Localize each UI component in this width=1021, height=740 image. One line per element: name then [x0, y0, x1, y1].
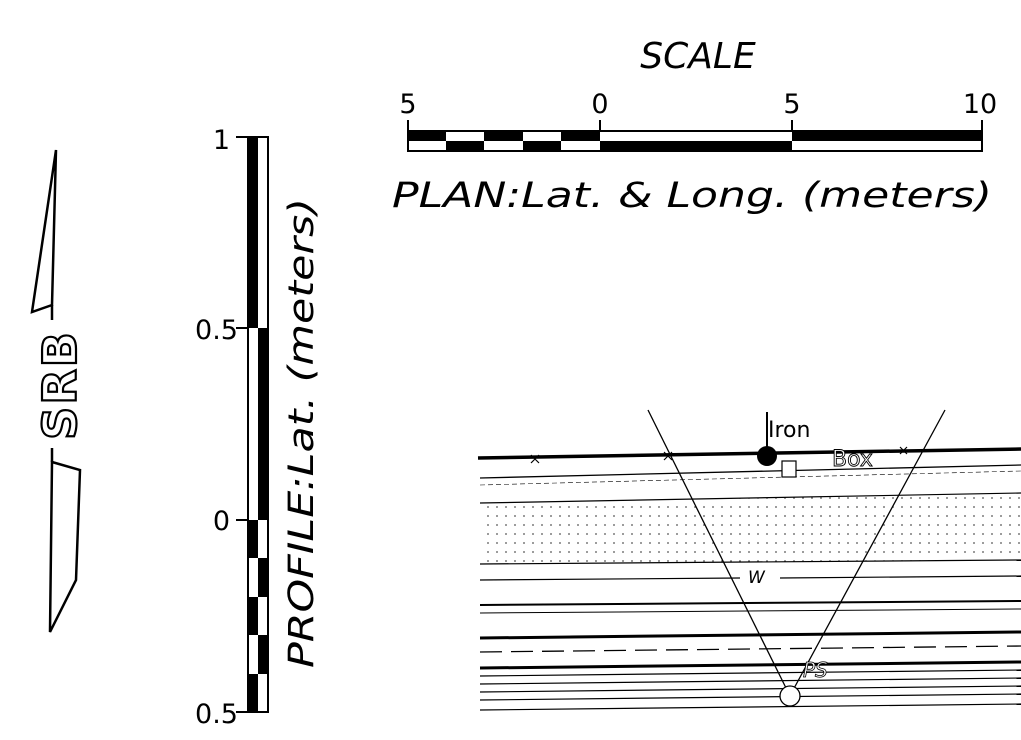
north-arrow: SRB [30, 149, 88, 633]
stratum-line [479, 630, 1021, 640]
plan-scale-segment [792, 141, 982, 151]
iron-label: Iron [768, 418, 810, 443]
plan-scale-segment [561, 141, 600, 151]
stratum-line [479, 660, 1021, 670]
profile-scale-segment [248, 137, 258, 328]
box-label: Box [832, 447, 873, 472]
plan-scale-segment [561, 131, 600, 141]
stratum-line [479, 600, 1021, 606]
profile-scale-segment [258, 635, 268, 674]
profile-scale-tick-label: 1 [213, 125, 230, 156]
stratum-line [479, 559, 1021, 565]
profile-scale-tick-label: 0 [213, 506, 230, 537]
stratum-line [479, 703, 1021, 711]
x-mark [899, 446, 908, 455]
plan-scale-title: SCALE [640, 36, 756, 77]
plan-scale-segment [484, 141, 523, 151]
profile-scale-segment [248, 520, 258, 558]
profile-scale-segment [248, 597, 258, 635]
plan-scale-segment [446, 131, 484, 141]
north-arrow-lower-tail [48, 460, 82, 633]
profile-scale-segment [258, 597, 268, 635]
north-arrow-upper-head [30, 149, 58, 314]
north-arrow-label: SRB [33, 330, 87, 440]
stippled-layer [480, 493, 1021, 564]
plan-scale-segment [408, 131, 446, 141]
plan-scale-caption: PLAN:Lat. & Long. (meters) [392, 176, 992, 216]
stratum-line [479, 669, 1021, 677]
profile-scale-outline [247, 136, 269, 713]
plan-scale-segment [446, 141, 484, 151]
profile-scale-segment [258, 558, 268, 597]
stratum-line [479, 492, 1021, 504]
plan-scale: SCALE 5 0 5 10 PLAN:Lat. & Long. (meters… [392, 36, 997, 216]
plan-scale-tick-label: 5 [783, 89, 800, 120]
stratum-line [479, 645, 1021, 653]
profile-scale-tick-label: 0.5 [195, 699, 238, 730]
plan-scale-segment [600, 131, 792, 141]
profile-scale-segment [258, 137, 268, 328]
profile-scale-segment [258, 328, 268, 520]
plan-scale-tick-label: 10 [963, 89, 997, 120]
profile-scale-segment [248, 328, 258, 520]
ps-label: PS [803, 658, 828, 682]
strata-lines [477, 447, 1021, 711]
x-mark [663, 451, 673, 461]
box-marker [781, 460, 797, 478]
surface-marks [530, 446, 908, 464]
profile-scale-segment [258, 674, 268, 712]
surface-line [477, 447, 1021, 460]
w-label: W [748, 568, 766, 588]
ps-point-marker [779, 685, 801, 707]
profile-scale-tick-label: 0.5 [195, 315, 238, 346]
stratum-line [479, 577, 741, 581]
plan-scale-segment [484, 131, 523, 141]
plan-scale-segment [408, 141, 446, 151]
plan-scale-segment [792, 131, 982, 141]
profile-scale-segment [258, 520, 268, 558]
stratigraphic-section: PS W Iron Box [477, 409, 1021, 711]
plan-scale-tick-label: 5 [399, 89, 416, 120]
beam-line-left [647, 409, 789, 693]
stratum-line [479, 470, 1021, 486]
profile-scale-caption: PROFILE:Lat. (meters) [282, 198, 322, 668]
profile-scale-segment [248, 558, 258, 597]
plan-scale-segment [600, 141, 792, 151]
profile-scale-segment [248, 674, 258, 712]
plan-scale-segment [523, 141, 561, 151]
plan-scale-segment [523, 131, 561, 141]
iron-marker [757, 446, 777, 466]
stratum-line [479, 693, 1021, 701]
stratum-line [479, 608, 1021, 614]
beam-line-right [791, 409, 946, 693]
stratum-line [479, 677, 1021, 685]
stratum-line [479, 464, 1021, 479]
x-mark [530, 454, 540, 464]
plan-scale-outline [407, 130, 983, 152]
profile-scale: 1 0.5 0 0.5 PROFILE:Lat. (meters) [195, 125, 322, 730]
stratum-line [479, 685, 1021, 693]
stratum-line [779, 575, 1021, 579]
profile-scale-segment [248, 635, 258, 674]
plan-scale-tick-label: 0 [591, 89, 608, 120]
